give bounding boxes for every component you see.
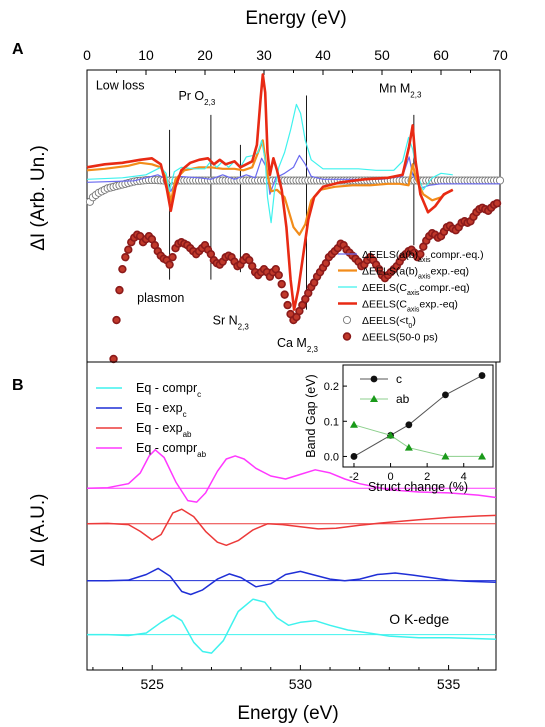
filled-circle-point [124, 245, 133, 254]
panel-a-xtick-label: 10 [138, 47, 154, 63]
inset-xtick-label: -2 [349, 471, 359, 483]
line-series-2 [86, 139, 454, 236]
inset-point-ab [349, 420, 358, 428]
line-series-4 [86, 73, 454, 311]
legend-entry: ΔEELS(a(b)axiscompr.-eq.) [362, 249, 484, 264]
panel-b-x-axis: 525 530 535 [92, 665, 479, 692]
panel-a-xtick-label: 0 [83, 47, 91, 63]
inset-frame [342, 364, 494, 468]
inset-point-c [350, 453, 358, 460]
filled-circle-point [112, 315, 121, 325]
open-circle-point [495, 176, 505, 185]
filled-circle-point [416, 249, 425, 259]
panel-a: A Energy (eV) ΔI (Arb. Un.) 0 10 20 30 40 50 6… [12, 8, 508, 364]
spectrum-4 [87, 598, 497, 654]
legend-entry: ΔEELS(a(b)axisexp.-eq) [362, 266, 469, 281]
legend-swatch [342, 315, 352, 325]
panel-a-x-axis: 0 10 20 30 40 50 60 70 [83, 47, 508, 75]
inset-axes: -2 0 2 4 0.0 0.1 0.2 [324, 381, 467, 483]
inset-xtick-label: 4 [461, 471, 467, 483]
spectrum-3 [87, 567, 497, 596]
inset-point-ab [386, 431, 395, 439]
marker-series-1 [85, 176, 505, 206]
inset-ytick-label: 0.2 [324, 381, 339, 393]
filled-circle-point [277, 279, 286, 289]
panel-b-annotation: O K-edge [389, 611, 449, 627]
legend-entry: ΔEELS(Caxiscompr.-eq) [362, 282, 470, 297]
filled-circle-point [280, 290, 289, 299]
panel-b-baselines [87, 487, 496, 636]
legend-entry: Eq - expc [136, 401, 187, 419]
panel-b-lines [86, 449, 497, 654]
panel-b-xlabel: Energy (eV) [237, 703, 338, 724]
panel-a-label: A [12, 41, 24, 58]
filled-circle-point [109, 354, 118, 364]
panel-a-xtick-label: 50 [374, 47, 390, 63]
inset-legend-label: c [396, 372, 402, 386]
inset-ytick-label: 0.1 [324, 416, 339, 428]
spectrum-1 [86, 449, 497, 503]
panel-a-annotation: plasmon [137, 291, 184, 305]
inset-point-c [442, 391, 449, 399]
inset-legend: c ab [360, 372, 410, 406]
filled-circle-point [168, 252, 177, 262]
panel-a-xtick-label: 70 [492, 47, 508, 63]
panel-b-label: B [12, 377, 24, 394]
panel-a-annotation: Ca M2,3 [277, 336, 319, 354]
inset-chart: Struct change (%) Band Gap (eV) -2 0 2 4 0.0… [304, 364, 494, 494]
filled-circle-point [118, 264, 127, 274]
inset-xtick-label: 0 [387, 471, 393, 483]
panel-a-annotation: Low loss [96, 78, 145, 92]
inset-legend-marker [370, 395, 378, 402]
panel-b-legend: Eq - comprc Eq - expc Eq - expab Eq - compr… [96, 381, 207, 459]
filled-circle-point [283, 300, 292, 310]
panel-a-annotations: Low loss Pr O2,3 Mn M2,3 plasmon Sr N2,3 Ca M… [96, 78, 422, 353]
filled-circle-point [115, 285, 124, 295]
panel-a-lines [86, 73, 500, 311]
legend-entry: Eq - comprc [136, 381, 201, 399]
panel-a-annotation: Mn M2,3 [379, 81, 422, 99]
filled-circle-point [165, 260, 174, 269]
legend-entry: Eq - comprab [136, 441, 207, 459]
panel-b-xtick-label: 530 [289, 676, 313, 692]
legend-swatch [342, 332, 352, 341]
legend-entry: ΔEELS(Caxisexp.-eq) [362, 299, 458, 314]
filled-circle-point [274, 270, 283, 280]
inset-point-ab [441, 452, 450, 460]
panel-a-xtick-label: 40 [315, 47, 331, 63]
panel-b-xtick-label: 525 [141, 676, 165, 692]
inset-legend-marker [370, 375, 378, 383]
panel-a-annotation: Pr O2,3 [178, 89, 215, 107]
panel-b-xtick-label: 535 [437, 676, 461, 692]
panel-b-ylabel: ΔI (A.U.) [28, 494, 49, 567]
panel-b: B Energy (eV) ΔI (A.U.) 525 530 535 Eq - c… [12, 361, 497, 724]
inset-xtick-label: 2 [424, 471, 430, 483]
panel-a-xtick-label: 60 [433, 47, 449, 63]
filled-circle-point [121, 252, 130, 262]
spectrum-2 [86, 508, 497, 547]
inset-point-c [478, 372, 486, 379]
inset-ylabel: Band Gap (eV) [304, 374, 318, 457]
panel-a-xtick-label: 30 [256, 47, 272, 63]
panel-a-annotation: Sr N2,3 [213, 314, 250, 332]
panel-a-ylabel: ΔI (Arb. Un.) [28, 145, 49, 251]
inset-legend-label: ab [396, 392, 410, 406]
legend-entry: Eq - expab [136, 421, 192, 439]
inset-point-c [405, 421, 413, 429]
panel-a-xtick-label: 20 [197, 47, 213, 63]
inset-xlabel: Struct change (%) [368, 480, 468, 494]
inset-ytick-label: 0.0 [324, 451, 339, 463]
legend-entry: ΔEELS(50-0 ps) [362, 332, 438, 344]
marker-series-2 [109, 199, 502, 364]
inset-point-ab [404, 443, 413, 451]
filled-circle-point [492, 199, 502, 208]
legend-entry: ΔEELS(<t0) [362, 315, 416, 330]
panel-a-xlabel: Energy (eV) [245, 8, 346, 29]
panel-a-legend: ΔEELS(a(b)axiscompr.-eq.) ΔEELS(a(b)axise… [338, 249, 484, 344]
inset-series [349, 372, 487, 460]
inset-point-ab [478, 452, 487, 460]
